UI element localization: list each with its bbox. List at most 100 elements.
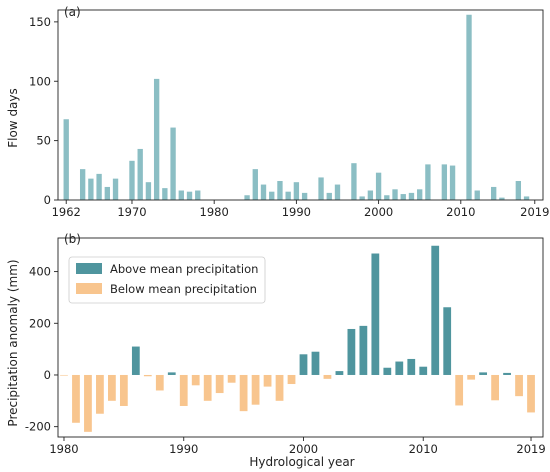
panel-a-axes: 1962 1970 1980 1990 2000 2010 2019 0 50 100 150 <box>29 9 549 219</box>
panel-b-bar-2001 <box>311 351 320 375</box>
panel-b-bar-2004 <box>347 328 356 375</box>
panel-b-y-tick-label: 200 <box>29 316 51 330</box>
panel-b-bar-1984 <box>108 374 116 401</box>
panel-b-axes: 1980 1990 2000 2010 2019 -200 0 200 400 <box>25 237 546 456</box>
panel-b-bar-1994 <box>227 374 236 383</box>
legend-frame <box>68 256 266 304</box>
panel-b-bar-1980 <box>60 374 68 376</box>
panel-a-bar-1973 <box>153 78 160 200</box>
panel-a-bar-2015 <box>499 197 505 201</box>
panel-b-bar-2014 <box>467 374 476 380</box>
panel-a-bar-2004 <box>408 192 415 201</box>
panel-a-bar-1985 <box>252 169 258 201</box>
panel-b-y-axis-label: Precipitation anomaly (mm) <box>6 259 20 426</box>
panel-b-bar-1998 <box>275 374 284 401</box>
panel-a-y-tick-label: 100 <box>29 74 51 88</box>
panel-a-bar-1978 <box>195 190 201 200</box>
panel-b-bar-2003 <box>335 371 344 375</box>
panel-a-bar-2014 <box>491 186 497 200</box>
panel-a-bar-1998 <box>359 196 365 200</box>
panel-b-bar-1996 <box>251 374 260 405</box>
panel-b-bar-2018 <box>515 374 523 397</box>
panel-b-x-tick-label: 2019 <box>516 442 545 456</box>
panel-a-x-tick-label: 1962 <box>52 205 81 219</box>
panel-a-bar-2002 <box>392 189 398 200</box>
panel-a-bar-1999 <box>367 190 374 200</box>
panel-a-bar-1977 <box>186 191 193 200</box>
panel-b-x-axis-label: Hydrological year <box>249 455 354 469</box>
panel-b-y-tick-label: 400 <box>29 265 51 279</box>
panel-b-plot-frame <box>57 237 544 438</box>
panel-a-bar-1984 <box>244 195 250 200</box>
panel-b-bar-1995 <box>239 374 248 412</box>
panel-a-bar-1975 <box>170 127 176 200</box>
panel-a-x-tick-label: 1990 <box>282 205 311 219</box>
panel-b-bar-1990 <box>179 374 188 406</box>
panel-b-bar-2006 <box>371 253 380 375</box>
panel-a-bar-2005 <box>417 189 423 200</box>
panel-b-bar-2013 <box>455 374 464 406</box>
panel-a-bar-1968 <box>112 178 119 201</box>
panel-a-plot-frame <box>57 9 544 201</box>
panel-a-bar-2012 <box>474 190 480 200</box>
panel-b-bar-1982 <box>84 374 92 432</box>
panel-b-bar-2012 <box>443 307 452 375</box>
panel-a-bar-1994 <box>326 192 332 201</box>
panel-a-x-tick-label: 1970 <box>117 205 146 219</box>
panel-a-y-axis-label: Flow days <box>6 88 20 148</box>
panel-a-bar-1997 <box>351 163 357 200</box>
panel-a-bar-2000 <box>375 172 382 200</box>
panel-a-bar-1974 <box>162 188 168 201</box>
panel-a-x-tick-label: 1980 <box>200 205 229 219</box>
panel-a-x-tick-label: 2010 <box>446 205 475 219</box>
panel-a-bar-1993 <box>318 177 324 200</box>
panel-a-bar-1964 <box>79 169 86 201</box>
panel-a-bar-1966 <box>96 173 102 201</box>
panel-a-label: (a) <box>64 5 81 19</box>
panel-a-y-tick-label: 0 <box>44 193 51 207</box>
panel-a-bar-2003 <box>400 194 406 200</box>
panel-b-x-tick-label: 1990 <box>169 442 198 456</box>
panel-b-bar-2007 <box>383 367 392 375</box>
panel-a-flow-days: (a) Flow days 1962 1970 1980 1990 2000 2010 20… <box>6 5 549 219</box>
panel-b-y-tick-label: 0 <box>44 368 51 382</box>
panel-a-x-tick-label: 2000 <box>364 205 393 219</box>
panel-b-bar-2015 <box>479 372 488 375</box>
panel-b-bars <box>60 245 535 432</box>
panel-a-bar-1986 <box>260 184 267 200</box>
panel-b-bar-1993 <box>215 374 224 394</box>
panel-b-legend: Above mean precipitation Below mean prec… <box>68 256 266 304</box>
panel-a-bar-1995 <box>334 184 341 200</box>
panel-b-bar-2002 <box>323 374 332 379</box>
legend-swatch-above <box>76 263 102 274</box>
panel-a-bar-1987 <box>269 191 275 200</box>
panel-b-label: (b) <box>64 232 81 246</box>
panel-a-bar-2008 <box>441 164 448 201</box>
panel-b-bar-1985 <box>119 374 128 406</box>
panel-a-bar-1971 <box>137 148 143 200</box>
panel-b-bar-2017 <box>503 372 511 375</box>
panel-b-bar-1997 <box>263 374 272 387</box>
panel-b-bar-2005 <box>359 325 368 375</box>
panel-a-bar-2011 <box>466 14 472 200</box>
panel-b-bar-1992 <box>203 374 212 401</box>
panel-a-bar-2006 <box>425 164 431 201</box>
panel-b-bar-2010 <box>419 366 428 375</box>
panel-b-x-tick-label: 2000 <box>289 442 318 456</box>
panel-b-bar-2016 <box>491 374 499 401</box>
panel-a-x-tick-label: 2019 <box>520 205 549 219</box>
panel-b-y-tick-label: -200 <box>25 420 51 434</box>
panel-b-x-tick-label: 2010 <box>409 442 438 456</box>
legend-label-above: Above mean precipitation <box>110 262 258 276</box>
panel-b-bar-2000 <box>299 354 308 375</box>
panel-a-bar-1991 <box>301 192 308 201</box>
panel-b-bar-2008 <box>395 361 404 375</box>
panel-a-bar-1962 <box>63 119 69 200</box>
panel-b-bar-1986 <box>131 346 140 375</box>
panel-a-bar-1972 <box>145 182 152 200</box>
panel-a-bar-1967 <box>104 186 110 200</box>
legend-swatch-below <box>76 283 102 294</box>
legend-label-below: Below mean precipitation <box>110 282 257 296</box>
panel-a-bar-1965 <box>88 178 94 201</box>
